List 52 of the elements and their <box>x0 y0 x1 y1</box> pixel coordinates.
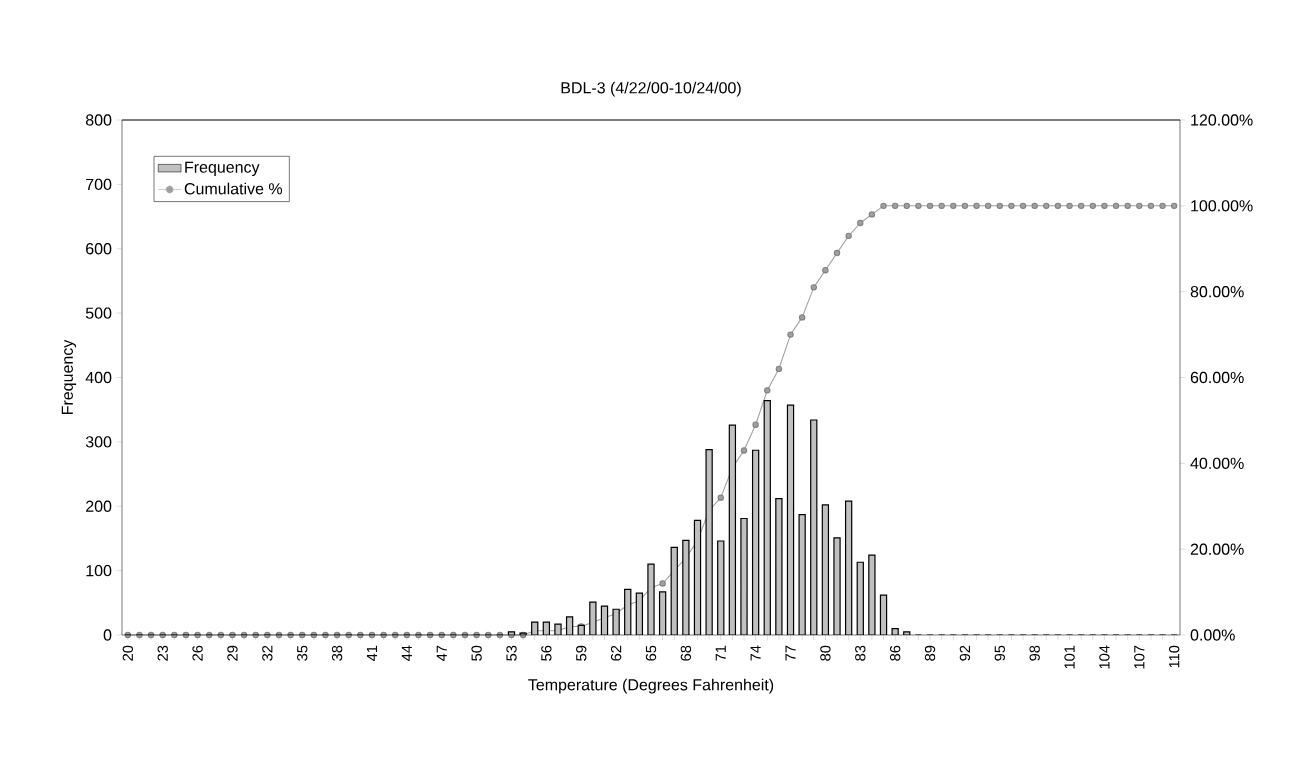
y2-tick-label: 40.00% <box>1190 457 1244 469</box>
y-tick-label: 400 <box>85 371 112 384</box>
x-tick-label: 104 <box>1099 645 1110 669</box>
x-tick-label: 77 <box>785 645 796 661</box>
y2-tick-label: 100.00% <box>1191 200 1253 212</box>
x-tick-label: 89 <box>924 645 936 661</box>
x-tick-label: 71 <box>715 645 726 661</box>
x-tick-label: 107 <box>1134 645 1145 669</box>
x-tick-label: 50 <box>471 645 482 661</box>
y-tick-label: 800 <box>85 114 112 126</box>
x-tick-label: 44 <box>401 645 412 662</box>
x-tick-label: 23 <box>157 645 168 661</box>
y2-tick-label: 60.00% <box>1190 371 1244 384</box>
legend-label: Frequency <box>185 161 260 176</box>
x-tick-label: 92 <box>959 645 971 661</box>
y-axis-title: Frequency <box>61 339 77 414</box>
x-tick-label: 74 <box>750 645 761 661</box>
y-tick-label: 0 <box>103 629 112 641</box>
x-tick-label: 95 <box>994 645 1005 661</box>
x-tick-label: 68 <box>680 645 692 661</box>
y2-tick-label: 20.00% <box>1190 543 1244 555</box>
x-tick-label: 29 <box>227 645 238 661</box>
chart-title: BDL-3 (4/22/00-10/24/00) <box>561 81 741 97</box>
y-tick-label: 500 <box>85 307 112 319</box>
x-tick-label: 101 <box>1064 645 1075 669</box>
x-tick-label: 86 <box>889 645 901 661</box>
x-tick-label: 26 <box>192 645 203 661</box>
y-tick-label: 700 <box>86 178 112 191</box>
legend-label: Cumulative % <box>184 182 283 195</box>
x-tick-label: 98 <box>1029 645 1040 661</box>
y-tick-label: 300 <box>85 436 112 448</box>
x-tick-label: 110 <box>1169 645 1180 668</box>
x-tick-label: 20 <box>122 645 134 661</box>
x-tick-label: 62 <box>610 645 622 661</box>
x-tick-label: 56 <box>541 645 552 661</box>
y-tick-label: 600 <box>86 243 112 255</box>
x-tick-label: 65 <box>645 645 657 661</box>
x-tick-label: 38 <box>331 645 343 661</box>
x-tick-label: 35 <box>297 645 308 661</box>
y-tick-label: 100 <box>86 564 112 577</box>
x-tick-label: 32 <box>262 645 273 661</box>
x-tick-label: 83 <box>855 645 866 661</box>
y-tick-label: 200 <box>86 500 112 512</box>
x-tick-label: 47 <box>436 645 447 662</box>
x-tick-label: 80 <box>820 645 831 661</box>
x-axis-title: Temperature (Degrees Fahrenheit) <box>528 678 774 694</box>
x-tick-label: 53 <box>506 645 517 661</box>
x-tick-label: 41 <box>366 645 378 662</box>
y2-tick-label: 0.00% <box>1190 629 1235 641</box>
y2-tick-label: 120.00% <box>1191 114 1253 126</box>
y2-tick-label: 80.00% <box>1190 286 1244 298</box>
x-tick-label: 59 <box>576 645 587 661</box>
